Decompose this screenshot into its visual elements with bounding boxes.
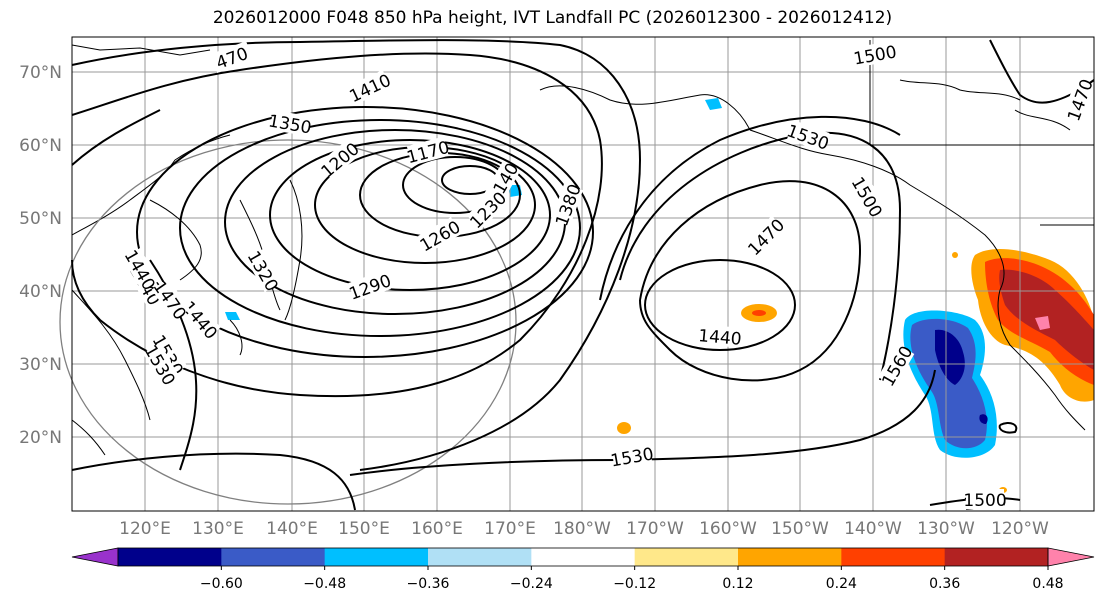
longitude-label: 140°W [844, 519, 902, 539]
latitude-label: 30°N [19, 355, 62, 375]
longitude-label: 120°W [991, 519, 1049, 539]
colorbar: −0.60 −0.48 −0.36 −0.24 −0.12 0.12 0.24 0.36 0.4… [71, 547, 1095, 592]
longitude-label: 140°E [266, 519, 318, 539]
latitude-labels: 70°N 60°N 50°N 40°N 30°N 20°N [19, 63, 62, 448]
longitude-label: 160°W [699, 519, 757, 539]
colorbar-segment [944, 548, 1049, 566]
contour-label: 1440 [697, 326, 742, 350]
colorbar-tick-label: 0.48 [1032, 576, 1063, 592]
latitude-label: 70°N [19, 63, 62, 83]
longitude-label: 180°W [553, 519, 611, 539]
colorbar-tick-label: −0.36 [407, 576, 450, 592]
longitude-label: 130°W [917, 519, 975, 539]
longitude-label: 150°E [338, 519, 390, 539]
colorbar-segment [118, 548, 222, 566]
colorbar-segment [634, 548, 739, 566]
colorbar-extend-high [1047, 547, 1095, 567]
colorbar-segment [324, 548, 429, 566]
map-title: 2026012000 F048 850 hPa height, IVT Land… [212, 8, 893, 28]
longitude-labels: 120°E 130°E 140°E 150°E 160°E 170°E 180°W 170°W… [119, 519, 1049, 539]
colorbar-segment [531, 548, 636, 566]
longitude-label: 160°E [411, 519, 463, 539]
colorbar-tick-label: −0.48 [303, 576, 346, 592]
colorbar-segment [738, 548, 842, 566]
negative-ivt-core [935, 329, 965, 385]
longitude-label: 170°E [484, 519, 536, 539]
colorbar-tick-label: −0.24 [510, 576, 553, 592]
ivt-shading [225, 98, 1094, 493]
graticule [72, 37, 1094, 511]
colorbar-segment [221, 548, 326, 566]
longitude-label: 120°E [119, 519, 171, 539]
contour-label: 1500 [963, 491, 1006, 511]
latitude-label: 50°N [19, 209, 62, 229]
longitude-label: 150°W [771, 519, 829, 539]
colorbar-extend-low [71, 547, 119, 567]
range-circle [59, 139, 517, 505]
colorbar-tick-label: −0.60 [200, 576, 243, 592]
plot-frame [71, 36, 1095, 512]
colorbar-tick-label: 0.24 [826, 576, 857, 592]
colorbar-tick-label: 0.36 [929, 576, 960, 592]
height-contours [71, 39, 1095, 511]
latitude-label: 20°N [19, 428, 62, 448]
longitude-label: 130°E [192, 519, 244, 539]
negative-ivt-mid [910, 318, 987, 449]
colorbar-segment [428, 548, 532, 566]
colorbar-tick-label: 0.12 [722, 576, 753, 592]
latitude-label: 40°N [19, 282, 62, 302]
latitude-label: 60°N [19, 136, 62, 156]
colorbar-tick-label: −0.12 [613, 576, 656, 592]
longitude-label: 170°W [626, 519, 684, 539]
colorbar-segment [841, 548, 946, 566]
plot-area [72, 37, 1094, 511]
